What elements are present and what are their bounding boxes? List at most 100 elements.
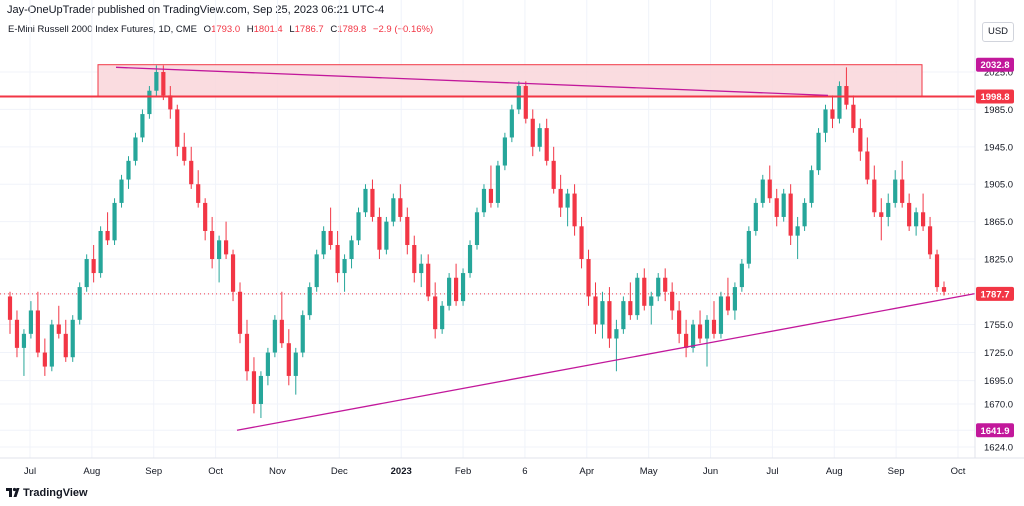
price-label-badge: 1998.8: [976, 89, 1014, 104]
candle-body: [342, 259, 347, 274]
low-label: L: [289, 24, 295, 35]
candle: [370, 179, 375, 222]
candle: [663, 268, 668, 302]
candle: [544, 118, 549, 166]
price-label-text: 1641.9: [980, 426, 1009, 437]
candle-body: [300, 315, 305, 353]
candle-body: [356, 212, 361, 241]
candle-body: [182, 146, 187, 161]
candle: [530, 109, 535, 157]
candle: [718, 291, 724, 339]
candle: [293, 347, 298, 395]
candle-body: [147, 90, 152, 115]
candle-body: [105, 230, 110, 241]
candle: [7, 291, 13, 334]
candle: [119, 174, 124, 208]
time-tick-label: Aug: [826, 466, 843, 477]
candle: [642, 268, 647, 311]
candle-body: [384, 221, 389, 250]
candle-body: [272, 319, 277, 353]
price-tick-label: 1825.0: [984, 255, 1013, 266]
candle: [272, 315, 277, 358]
publisher-caption: Jay-OneUpTrader published on TradingView…: [7, 4, 385, 16]
price-label-text: 1787.7: [980, 289, 1009, 300]
candle-body: [788, 193, 793, 236]
candle: [223, 221, 229, 260]
candle-body: [405, 216, 410, 246]
candle: [844, 67, 849, 110]
candle-body: [28, 310, 34, 334]
candle: [147, 86, 152, 119]
candle-body: [614, 329, 619, 339]
symbol-name: E-Mini Russell 2000 Index Futures, 1D, C…: [8, 24, 198, 35]
candle-body: [258, 375, 264, 404]
candle: [711, 301, 717, 339]
candle: [809, 165, 814, 208]
price-tick-label: 1985.0: [984, 105, 1013, 116]
candle: [753, 198, 758, 236]
candle-body: [321, 230, 326, 255]
candle: [872, 165, 877, 217]
candle: [196, 170, 201, 208]
candle-body: [189, 160, 194, 185]
candle: [788, 184, 793, 246]
candle-body: [509, 109, 514, 138]
candle-body: [684, 333, 689, 348]
candle: [349, 235, 354, 269]
candle: [307, 282, 312, 320]
candle: [279, 291, 284, 348]
candle-body: [42, 352, 47, 367]
open-label: O: [203, 24, 212, 35]
candle: [593, 282, 598, 334]
candle-body: [837, 86, 842, 119]
candle: [384, 216, 389, 255]
candle: [760, 174, 765, 208]
candle: [565, 188, 570, 227]
candle-body: [809, 170, 814, 203]
candle: [42, 338, 47, 376]
candle: [488, 165, 494, 208]
candle: [551, 146, 556, 194]
candle: [739, 259, 744, 292]
candle: [433, 282, 438, 339]
candle-body: [467, 245, 473, 274]
tradingview-logo[interactable]: TradingView: [6, 486, 88, 499]
candle-body: [286, 343, 291, 376]
price-tick-label: 1725.0: [984, 348, 1013, 359]
candle: [154, 65, 159, 98]
candle: [265, 347, 270, 386]
candle: [56, 305, 61, 339]
candle-body: [565, 193, 570, 208]
close-label: C: [330, 24, 338, 35]
currency-button[interactable]: USD: [982, 22, 1014, 42]
candle: [635, 273, 640, 320]
candle: [168, 86, 173, 119]
open-value: 1793.0: [211, 24, 241, 35]
candle: [63, 319, 68, 362]
candle: [621, 296, 626, 334]
time-tick-label: Oct: [951, 466, 966, 477]
candle-body: [488, 188, 494, 203]
candle: [837, 81, 842, 124]
candle: [161, 65, 166, 101]
candle-body: [851, 104, 856, 129]
candle: [175, 104, 180, 157]
candle-body: [119, 179, 124, 203]
candle-body: [830, 109, 835, 119]
candle: [342, 254, 347, 292]
price-tick-label: 1865.0: [984, 217, 1013, 228]
price-tick-label: 1624.0: [984, 443, 1013, 454]
candle-body: [279, 319, 284, 344]
candle-body: [586, 259, 591, 297]
time-tick-label: Jun: [703, 466, 718, 477]
price-tick-label: 2025.0: [984, 68, 1013, 79]
candle-body: [349, 240, 354, 260]
candle-body: [551, 160, 556, 189]
candle-body: [84, 259, 89, 288]
candle-body: [927, 226, 933, 255]
symbol-legend[interactable]: E-Mini Russell 2000 Index Futures, 1D, C…: [8, 24, 433, 35]
candle: [823, 104, 828, 143]
candle-body: [133, 137, 138, 161]
candle-body: [161, 72, 166, 96]
